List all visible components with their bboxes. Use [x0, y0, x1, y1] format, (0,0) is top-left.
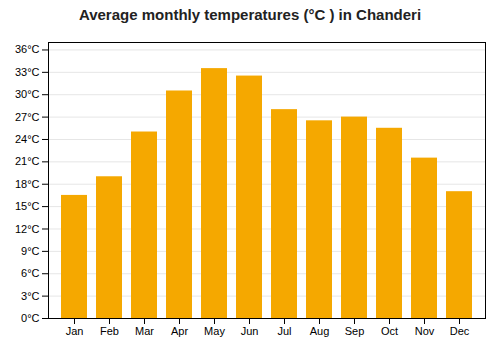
svg-text:Dec: Dec: [450, 325, 470, 337]
svg-text:3°C: 3°C: [21, 290, 40, 302]
svg-text:Jul: Jul: [277, 325, 291, 337]
svg-text:6°C: 6°C: [21, 267, 40, 279]
svg-text:18°C: 18°C: [15, 178, 40, 190]
svg-text:Oct: Oct: [381, 325, 398, 337]
svg-text:Aug: Aug: [310, 325, 330, 337]
svg-text:Jun: Jun: [241, 325, 259, 337]
svg-text:Apr: Apr: [171, 325, 188, 337]
svg-text:12°C: 12°C: [15, 223, 40, 235]
svg-text:30°C: 30°C: [15, 88, 40, 100]
svg-text:Nov: Nov: [415, 325, 435, 337]
svg-text:24°C: 24°C: [15, 133, 40, 145]
svg-text:Feb: Feb: [100, 325, 119, 337]
svg-text:15°C: 15°C: [15, 200, 40, 212]
svg-text:0°C: 0°C: [21, 312, 40, 324]
svg-text:Sep: Sep: [345, 325, 365, 337]
svg-text:Mar: Mar: [135, 325, 154, 337]
html-text:Average monthly temperatures (: Average monthly temperatures (°C ) in Ch…: [78, 6, 422, 23]
svg-text:33°C: 33°C: [15, 66, 40, 78]
svg-text:21°C: 21°C: [15, 155, 40, 167]
svg-text:May: May: [204, 325, 225, 337]
svg-text:9°C: 9°C: [21, 245, 40, 257]
svg-text:Jan: Jan: [66, 325, 84, 337]
svg-text:36°C: 36°C: [15, 43, 40, 55]
svg-text:27°C: 27°C: [15, 111, 40, 123]
